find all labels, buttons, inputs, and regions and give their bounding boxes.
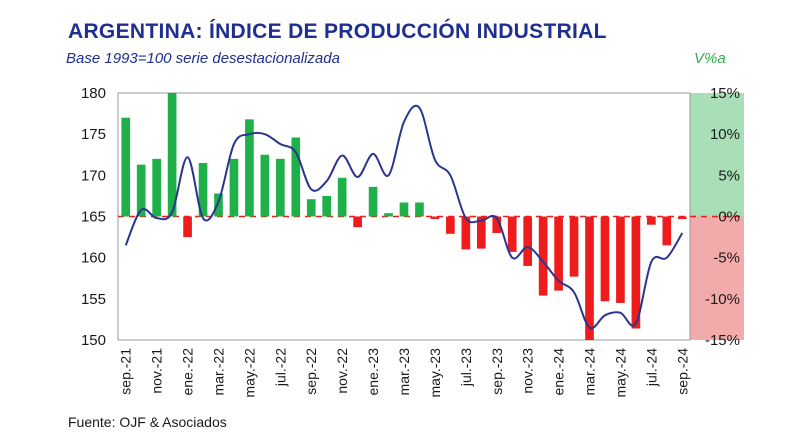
- left-tick-label: 170: [81, 167, 106, 184]
- bar-nov.-21: [152, 158, 161, 217]
- right-tick-label: -5%: [713, 250, 740, 267]
- x-tick-label: ene.-23: [365, 348, 381, 396]
- bar-sep.-23: [492, 216, 502, 233]
- left-axis: 150 155 160 165 170 175 180: [81, 85, 106, 349]
- x-tick-label: sep.-22: [303, 348, 319, 395]
- x-tick-label: ene.-24: [551, 348, 567, 396]
- bar-jul.-23: [461, 216, 471, 250]
- right-axis: -15% -10% -5% 0% 5% 10% 15%: [705, 85, 740, 349]
- bar-ago.-22: [291, 137, 301, 217]
- bar-feb.-24: [569, 216, 579, 277]
- left-tick-label: 165: [81, 209, 106, 226]
- bar-ene.-23: [368, 186, 378, 217]
- bar-jul.-22: [276, 158, 285, 217]
- x-tick-label: nov.-22: [334, 348, 350, 394]
- left-tick-label: 160: [81, 250, 106, 267]
- bar-jun.-22: [260, 154, 270, 217]
- index-line: [124, 104, 684, 330]
- right-tick-label: 10%: [710, 126, 740, 143]
- bar-ago.-23: [476, 216, 486, 249]
- bar-series: [121, 93, 687, 340]
- left-tick-label: 180: [81, 85, 106, 102]
- bar-may.-23: [430, 216, 440, 219]
- right-tick-label: 15%: [710, 85, 740, 102]
- positive-zone-background: [690, 93, 744, 217]
- bar-dic.-23: [538, 216, 548, 296]
- x-tick-label: may.-22: [241, 348, 257, 398]
- bar-ene.-24: [554, 216, 563, 291]
- x-tick-label: nov.-23: [520, 348, 536, 394]
- bar-nov.-23: [523, 216, 533, 266]
- bar-jul.-24: [647, 216, 656, 225]
- x-tick-label: ene.-22: [180, 348, 196, 396]
- bar-mar.-24: [585, 216, 594, 340]
- x-axis: sep.-21 nov.-21 ene.-22 mar.-22 may.-22 jul.-…: [118, 348, 691, 398]
- bar-oct.-23: [507, 216, 517, 252]
- x-tick-label: sep.-21: [118, 348, 134, 395]
- negative-zone-background: [690, 216, 744, 340]
- x-tick-label: mar.-24: [582, 348, 598, 396]
- bar-ago.-24: [662, 216, 672, 246]
- chart-title: ARGENTINA: ÍNDICE DE PRODUCCIÓN INDUSTRI…: [68, 20, 607, 43]
- bar-abr.-23: [415, 202, 424, 217]
- bar-mar.-22: [214, 193, 223, 217]
- right-tick-label: -10%: [705, 291, 740, 308]
- source-note: Fuente: OJF & Asociados: [68, 414, 227, 430]
- bar-nov.-22: [337, 177, 347, 217]
- x-tick-label: jul.-24: [643, 348, 659, 387]
- bar-jun.-24: [631, 216, 641, 329]
- x-tick-label: nov.-21: [149, 348, 165, 394]
- x-tick-label: may.-23: [427, 348, 443, 398]
- right-tick-label: -15%: [705, 332, 740, 349]
- bar-dic.-22: [353, 216, 362, 228]
- right-tick-label: 5%: [718, 167, 740, 184]
- x-tick-label: mar.-23: [396, 348, 412, 396]
- left-tick-label: 175: [81, 126, 106, 143]
- left-tick-label: 155: [81, 291, 106, 308]
- x-tick-label: sep.-24: [674, 348, 690, 395]
- bar-sep.-24: [677, 216, 687, 219]
- bar-feb.-22: [198, 162, 208, 217]
- x-tick-label: jul.-23: [458, 348, 474, 387]
- bar-ene.-22: [183, 216, 192, 238]
- bar-jun.-23: [446, 216, 455, 234]
- bar-may.-24: [616, 216, 625, 303]
- x-tick-label: jul.-22: [272, 348, 288, 387]
- bar-dic.-21: [167, 93, 177, 217]
- right-tick-label: 0%: [718, 209, 740, 226]
- bar-oct.-22: [322, 195, 332, 217]
- bar-sep.-21: [121, 117, 131, 217]
- x-tick-label: mar.-22: [210, 348, 226, 396]
- chart-subtitle: Base 1993=100 serie desestacionalizada: [66, 50, 340, 67]
- bar-sep.-22: [306, 199, 316, 217]
- bar-may.-22: [245, 119, 254, 217]
- right-axis-label: V%a: [694, 50, 726, 67]
- x-tick-label: sep.-23: [489, 348, 505, 395]
- bar-feb.-23: [384, 213, 393, 217]
- bar-abr.-22: [229, 158, 239, 217]
- bar-mar.-23: [399, 202, 409, 217]
- left-tick-label: 150: [81, 332, 106, 349]
- bar-abr.-24: [600, 216, 610, 302]
- x-tick-label: may.-24: [612, 348, 628, 398]
- bar-oct.-21: [136, 164, 146, 217]
